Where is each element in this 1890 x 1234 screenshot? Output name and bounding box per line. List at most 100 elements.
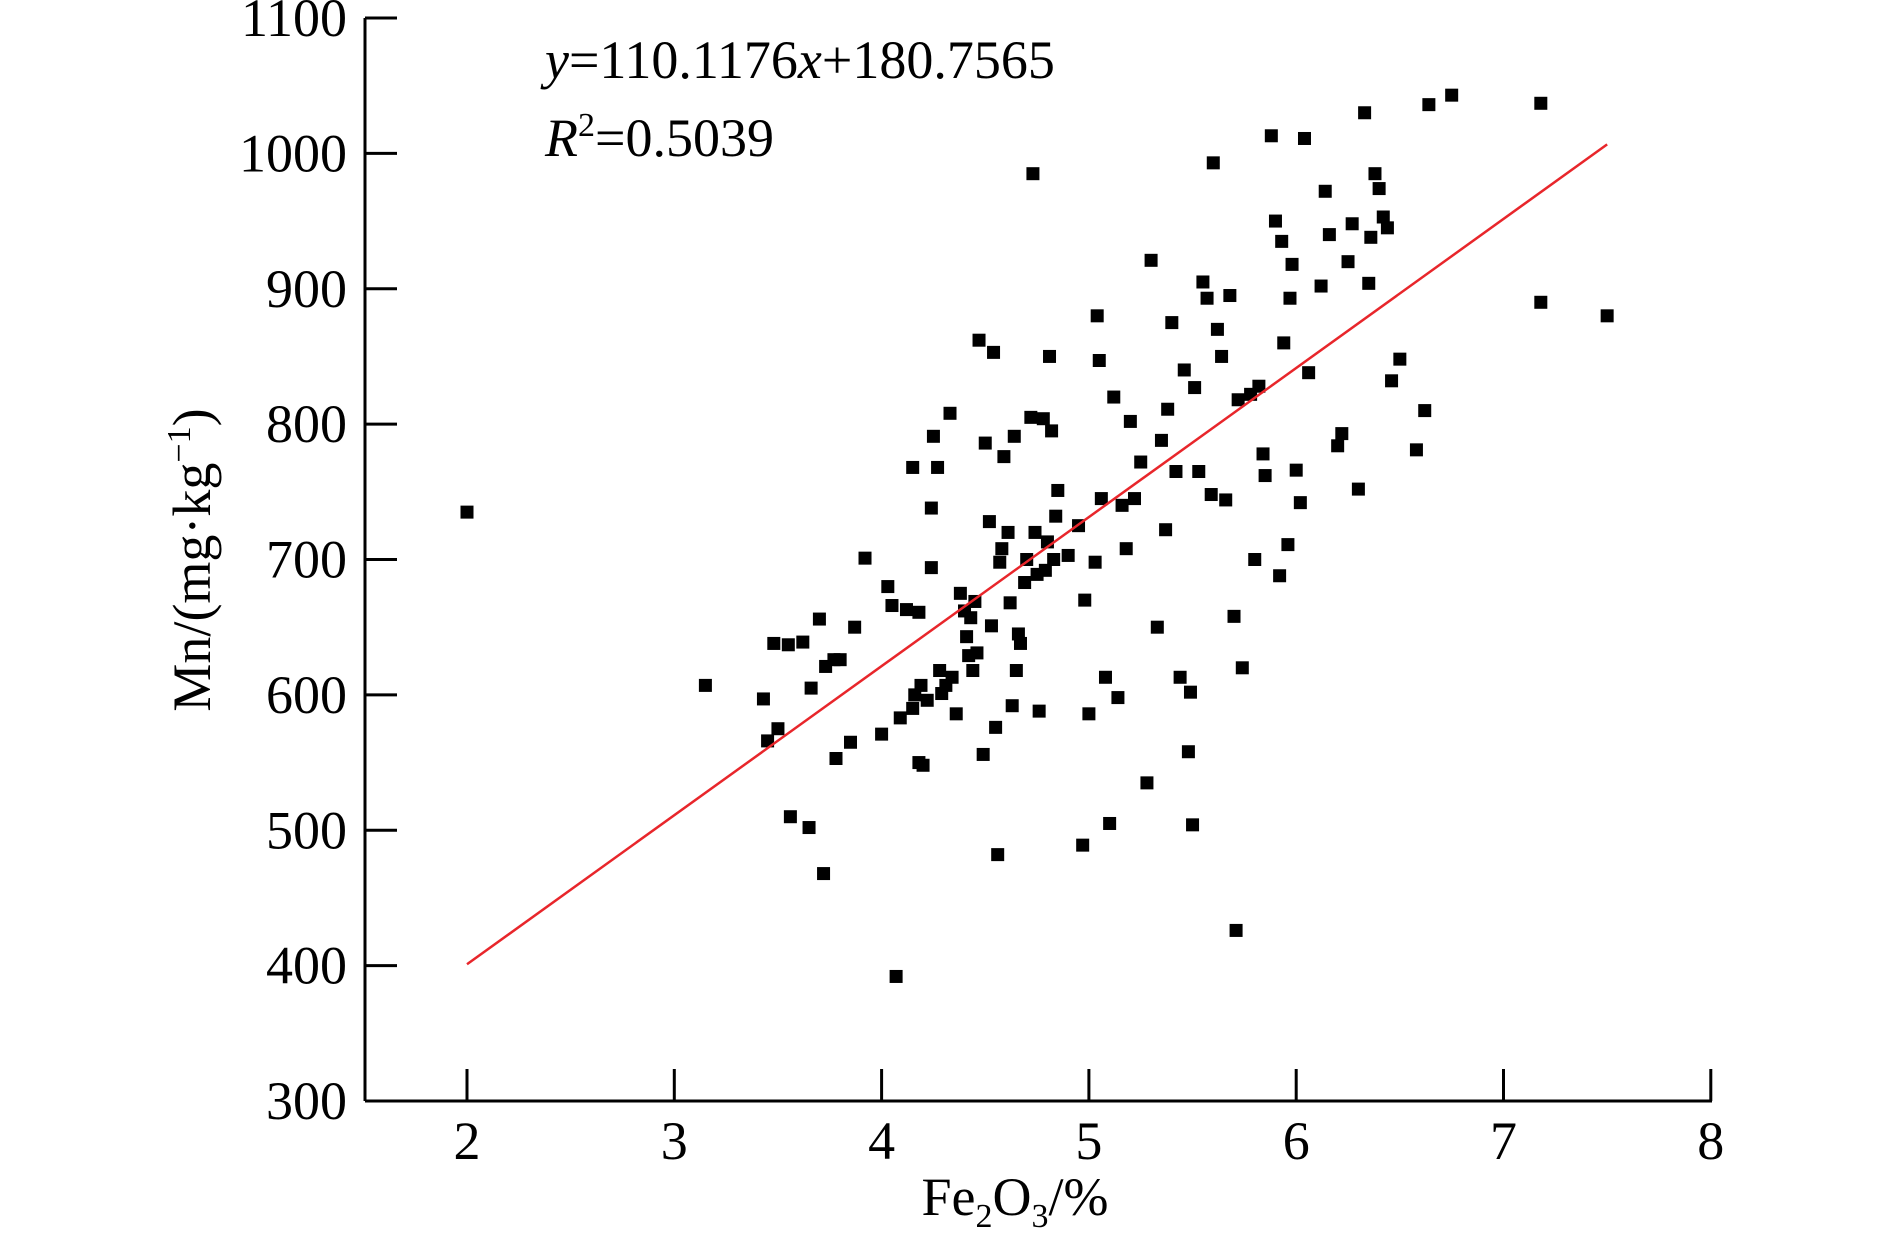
data-point — [1289, 463, 1303, 477]
data-point — [1283, 291, 1297, 305]
data-point — [1418, 404, 1432, 418]
data-point — [1200, 291, 1214, 305]
equation-x-symbol: x — [797, 30, 822, 90]
data-point — [966, 664, 980, 678]
data-point — [1094, 492, 1108, 506]
data-point — [804, 681, 818, 695]
data-point — [976, 747, 990, 761]
data-point — [1256, 447, 1270, 461]
data-point — [1024, 410, 1038, 424]
data-point — [829, 752, 843, 766]
y-tick-label: 500 — [266, 800, 347, 860]
x-tick-label: 2 — [454, 1111, 481, 1171]
data-point — [1335, 427, 1349, 441]
data-point — [1275, 234, 1289, 248]
y-tick-label: 1100 — [241, 0, 347, 48]
data-point — [885, 599, 899, 613]
data-point — [1111, 691, 1125, 705]
data-point — [1159, 523, 1173, 537]
data-point — [1368, 167, 1382, 181]
x-axis-ticks: 2 3 4 5 6 7 8 — [454, 1069, 1724, 1171]
data-point — [1098, 670, 1112, 684]
data-point — [916, 758, 930, 772]
data-point — [912, 605, 926, 619]
r2-value: =0.5039 — [595, 108, 774, 168]
x-axis-title-tail: /% — [1049, 1167, 1109, 1227]
data-point — [833, 653, 847, 667]
data-point — [796, 635, 810, 649]
data-point — [960, 630, 974, 644]
x-axis-title-main: Fe — [922, 1167, 976, 1227]
data-point — [767, 636, 781, 650]
data-point — [964, 611, 978, 625]
data-point — [1227, 609, 1241, 623]
data-point — [1302, 366, 1316, 380]
x-axis-title: Fe2O3/% — [922, 1167, 1109, 1229]
data-point — [460, 505, 474, 519]
data-point — [848, 620, 862, 634]
data-point — [1036, 412, 1050, 426]
data-point — [924, 561, 938, 575]
data-point — [1204, 488, 1218, 502]
data-point — [698, 678, 712, 692]
data-point — [1183, 685, 1197, 699]
y-axis-title: Mn/(mg·kg−1) — [161, 408, 222, 711]
data-point — [1005, 699, 1019, 713]
data-point — [1092, 353, 1106, 367]
data-point — [812, 612, 826, 626]
data-point — [982, 515, 996, 529]
data-point — [1223, 289, 1237, 303]
data-point — [1107, 390, 1121, 404]
data-point — [1038, 563, 1052, 577]
data-point — [978, 436, 992, 450]
data-point — [1181, 745, 1195, 759]
data-point — [1090, 309, 1104, 323]
data-point — [970, 646, 984, 660]
x-axis-title-sub2: 3 — [1032, 1198, 1049, 1229]
data-point — [989, 720, 1003, 734]
data-point — [1192, 465, 1206, 479]
data-point — [1061, 548, 1075, 562]
data-point — [1186, 818, 1200, 832]
data-point — [1134, 455, 1148, 469]
y-axis-title-sup: −1 — [161, 426, 198, 462]
data-point — [1281, 538, 1295, 552]
data-point — [1210, 322, 1224, 336]
data-point — [933, 664, 947, 678]
x-tick-label: 6 — [1283, 1111, 1310, 1171]
data-point — [1144, 253, 1158, 267]
data-point — [1051, 483, 1065, 497]
data-point — [817, 867, 831, 881]
data-point — [781, 638, 795, 652]
r-squared-annotation: R2=0.5039 — [544, 107, 774, 168]
data-point — [1277, 336, 1291, 350]
y-tick-label: 400 — [266, 936, 347, 996]
y-axis-title-tail: ) — [162, 408, 222, 426]
data-point — [1009, 664, 1023, 678]
r2-superscript: 2 — [578, 107, 595, 144]
data-point — [1422, 98, 1436, 112]
data-point — [914, 678, 928, 692]
data-points — [460, 88, 1614, 983]
x-axis-title-sub1: 2 — [976, 1198, 993, 1229]
data-point — [771, 722, 785, 736]
data-point — [1018, 576, 1032, 590]
data-point — [761, 734, 775, 748]
data-point — [1229, 923, 1243, 937]
data-point — [920, 693, 934, 707]
x-tick-label: 5 — [1075, 1111, 1102, 1171]
data-point — [1206, 156, 1220, 170]
data-point — [1235, 661, 1249, 675]
x-tick-label: 4 — [868, 1111, 895, 1171]
regression-line — [466, 143, 1608, 966]
data-point — [1534, 96, 1548, 110]
r2-symbol: R — [544, 108, 578, 168]
y-tick-label: 900 — [266, 259, 347, 319]
data-point — [1252, 379, 1266, 393]
data-point — [1026, 167, 1040, 181]
data-point — [984, 619, 998, 633]
data-point — [1196, 275, 1210, 289]
data-point — [1385, 374, 1399, 388]
data-point — [1103, 816, 1117, 830]
